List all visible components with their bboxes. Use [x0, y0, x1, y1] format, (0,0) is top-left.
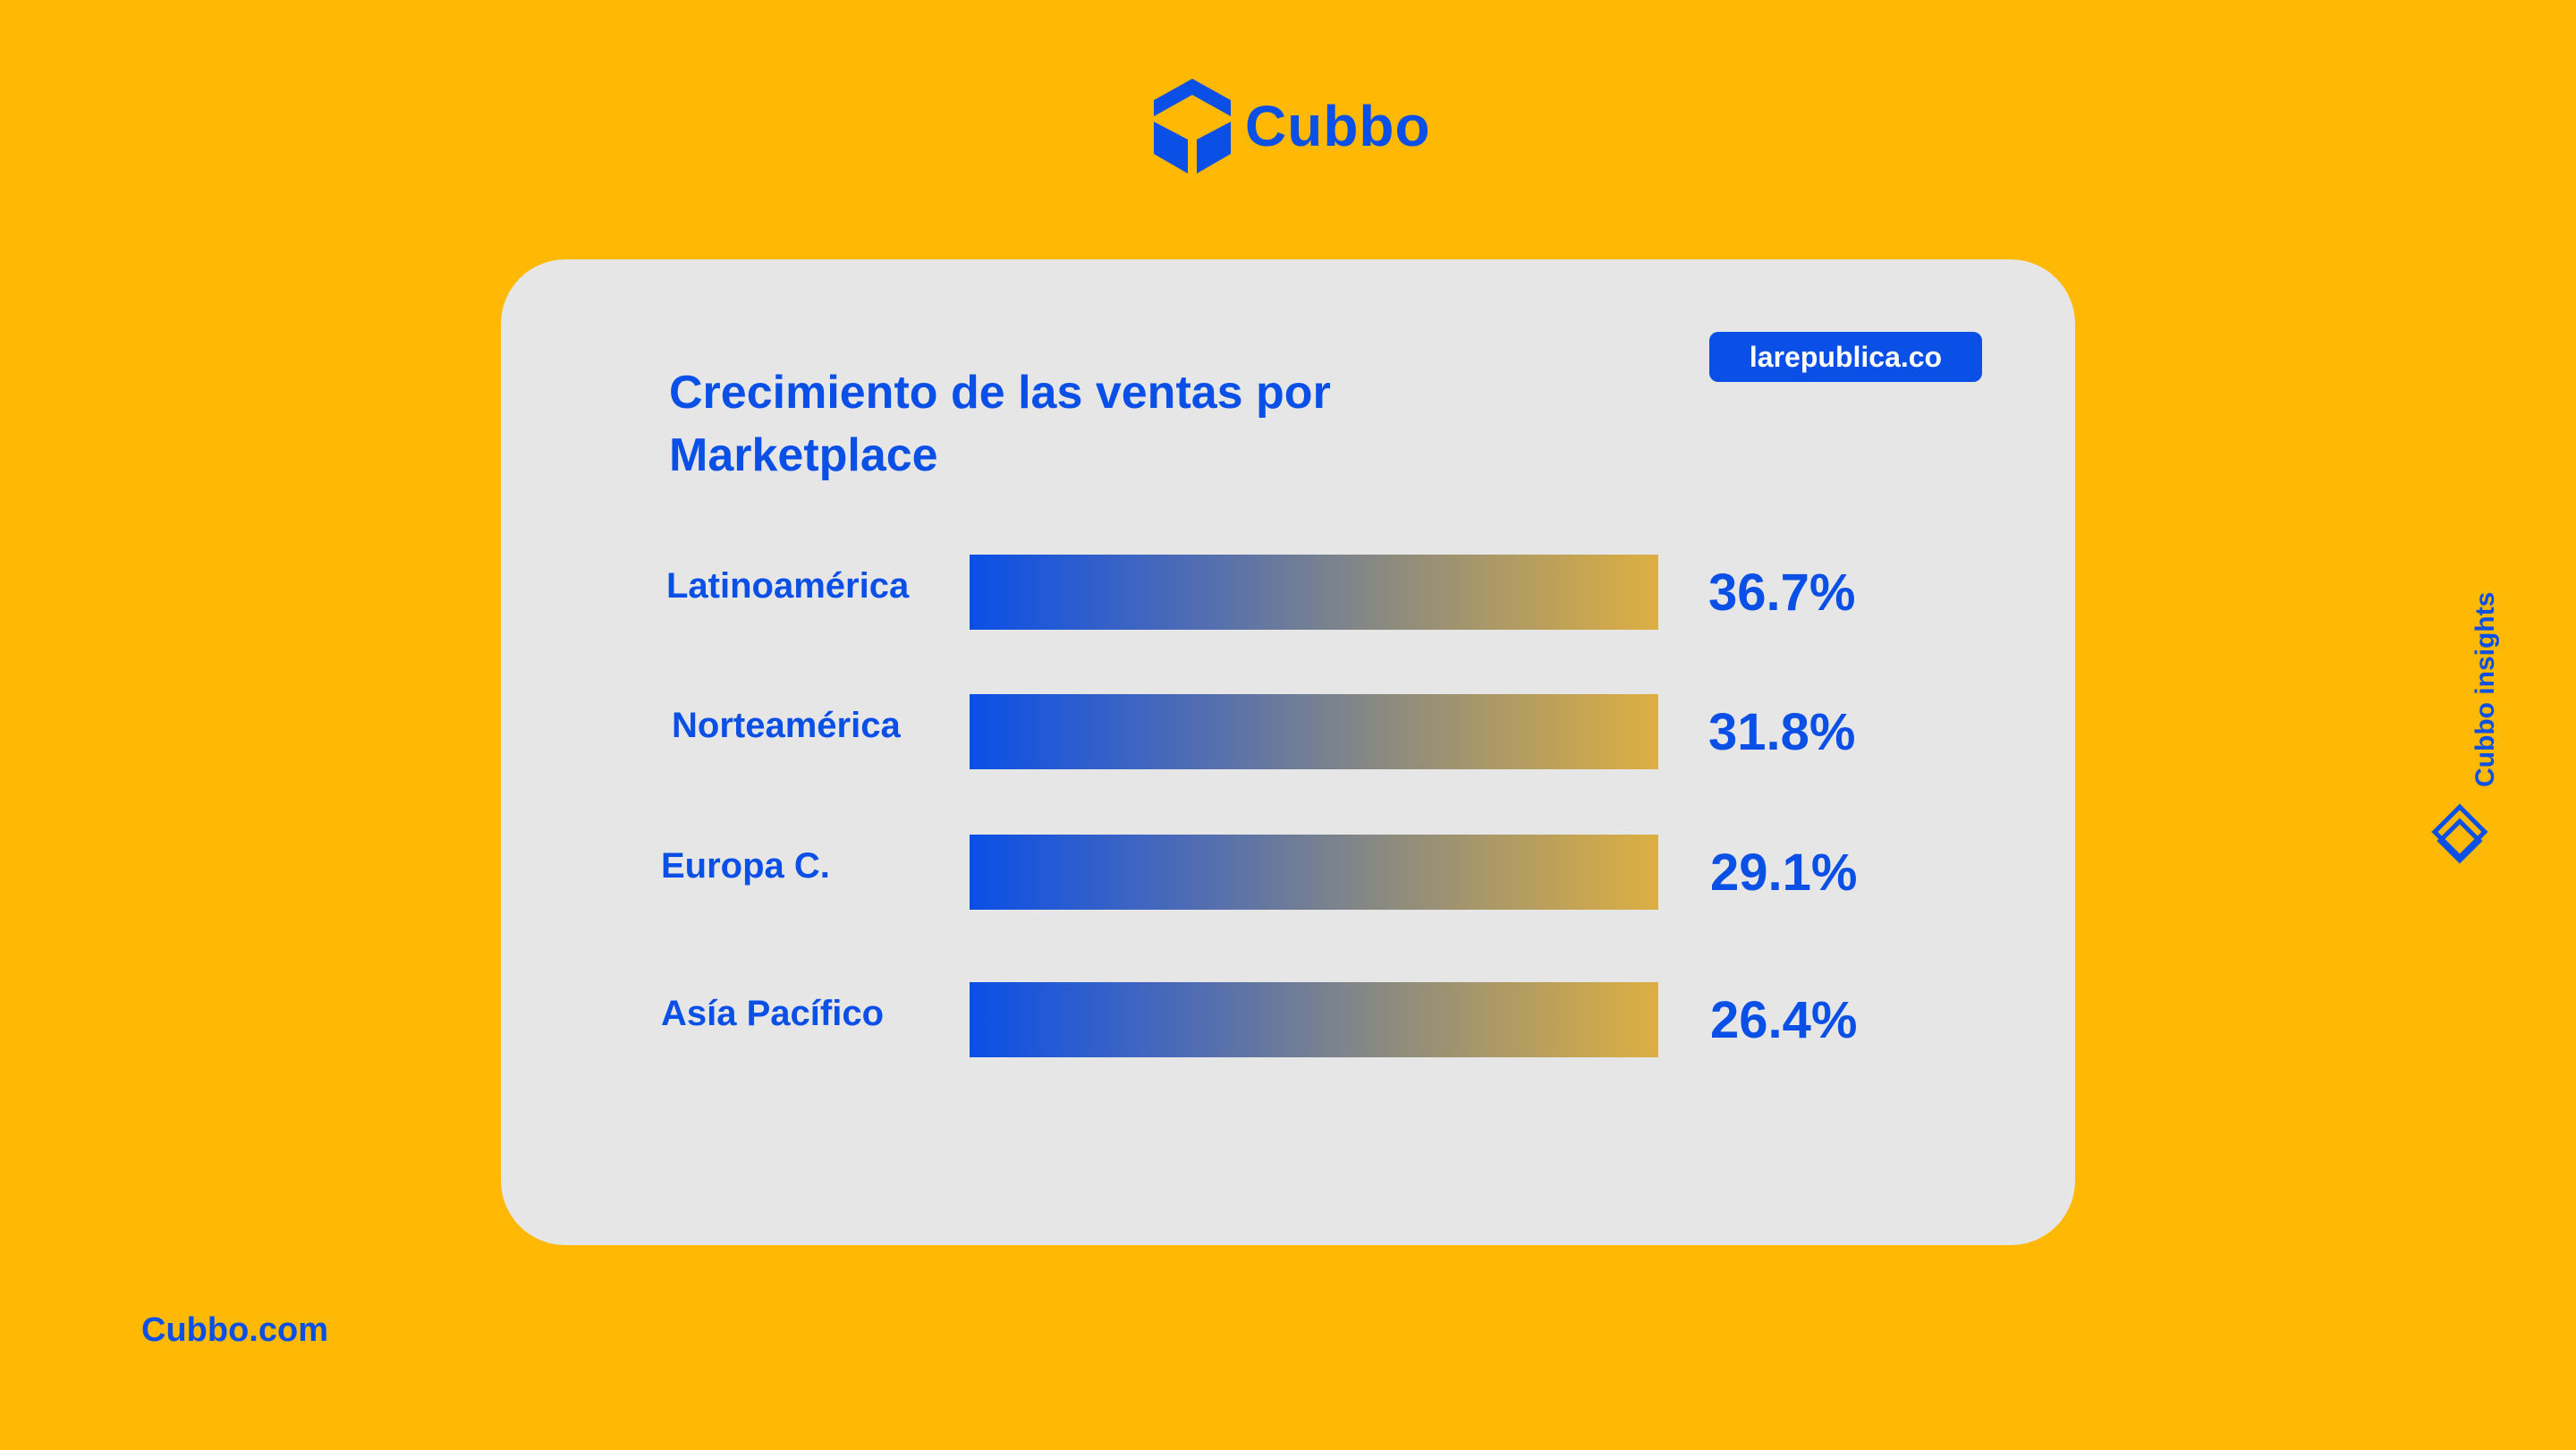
brand-header: Cubbo	[1154, 79, 1431, 174]
diamond-logo-icon	[2431, 803, 2488, 864]
footer-website-link[interactable]: Cubbo.com	[141, 1311, 328, 1349]
source-badge: larepublica.co	[1709, 332, 1982, 382]
brand-name: Cubbo	[1245, 94, 1431, 158]
side-tag-text: Cubbo insights	[2470, 591, 2500, 787]
cube-logo-icon	[1154, 79, 1231, 174]
chart-title: Crecimiento de las ventas por Marketplac…	[669, 367, 1331, 481]
